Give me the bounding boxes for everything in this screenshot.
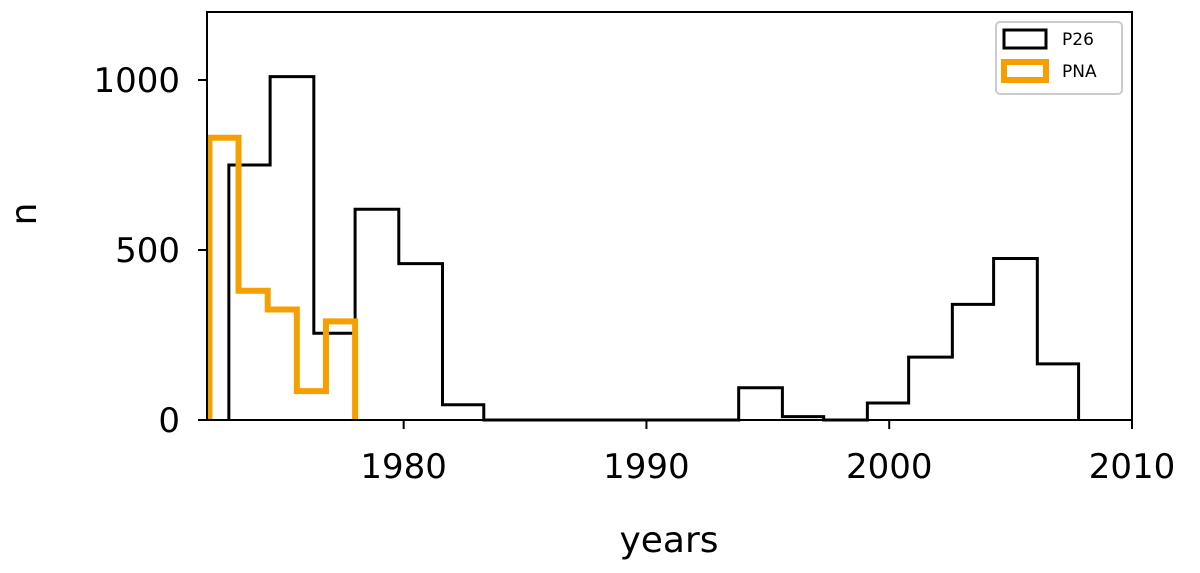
- x-tick-label: 2010: [1089, 447, 1176, 487]
- series-outline-pna: [206, 134, 359, 420]
- bar-p26-5: [442, 405, 483, 420]
- bar-pna-2: [268, 310, 297, 421]
- bar-pna-0: [209, 138, 238, 420]
- x-tick-label: 2000: [846, 447, 933, 487]
- bar-p26-19: [1037, 364, 1078, 420]
- x-tick-label: 1980: [360, 447, 447, 487]
- bar-pna-1: [239, 291, 268, 420]
- bar-p26-12: [739, 388, 783, 420]
- y-tick-label: 0: [158, 401, 180, 441]
- axis-ticks: 1980 1990 2000 2010 0 500 1000: [93, 61, 1175, 487]
- bar-p26-17: [952, 304, 993, 420]
- legend: P26 PNA: [995, 21, 1123, 95]
- y-tick-label: 1000: [93, 61, 180, 101]
- bar-p26-4: [399, 264, 443, 420]
- bar-p26-18: [994, 259, 1038, 421]
- x-axis-label: years: [619, 520, 718, 561]
- bar-pna-4: [326, 321, 355, 420]
- plot-frame: [206, 11, 1133, 421]
- bar-p26-16: [909, 357, 953, 420]
- legend-swatch-p26: [1002, 28, 1048, 50]
- legend-label-pna: PNA: [1062, 62, 1097, 82]
- legend-label-p26: P26: [1062, 30, 1094, 50]
- bar-p26-3: [355, 209, 399, 420]
- bar-p26-15: [867, 403, 908, 420]
- x-tick-label: 1990: [603, 447, 690, 487]
- histogram-bars: [206, 75, 1081, 422]
- legend-swatch-pna: [1001, 59, 1049, 83]
- bar-pna-3: [297, 391, 326, 420]
- legend-box: [995, 21, 1123, 95]
- y-tick-label: 500: [115, 231, 180, 271]
- y-axis-label: n: [4, 203, 45, 226]
